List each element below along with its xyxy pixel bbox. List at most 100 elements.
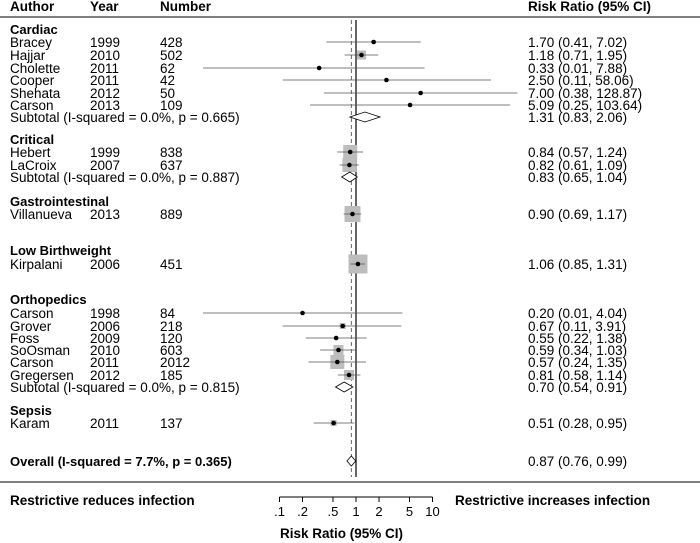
- study-year: 1998: [90, 306, 120, 321]
- study-risk-ratio: 0.57 (0.24, 1.35): [528, 355, 627, 370]
- subtotal-risk-ratio: 1.31 (0.83, 2.06): [528, 110, 627, 125]
- study-year: 2006: [90, 319, 120, 334]
- study-point: [347, 162, 352, 168]
- subtotal-risk-ratio: 0.83 (0.65, 1.04): [528, 170, 627, 185]
- subtotal-label: Subtotal (I-squared = 0.0%, p = 0.665): [10, 110, 240, 125]
- study-point: [346, 372, 352, 378]
- study-year: 2013: [90, 207, 120, 222]
- study-number: 137: [160, 416, 183, 431]
- study-author: Cooper: [10, 73, 55, 88]
- study-year: 1999: [90, 35, 120, 50]
- study-year: 2007: [90, 158, 120, 173]
- study-number: 603: [160, 343, 183, 358]
- study-point: [384, 77, 389, 83]
- group-heading: Orthopedics: [10, 292, 87, 307]
- study-author: Kirpalani: [10, 257, 63, 272]
- study-number: 109: [160, 98, 183, 113]
- study-risk-ratio: 0.81 (0.58, 1.14): [528, 368, 627, 383]
- x-tick-label: .5: [328, 504, 339, 519]
- study-point: [340, 323, 345, 329]
- study-point: [331, 420, 336, 426]
- study-risk-ratio: 2.50 (0.11, 58.06): [528, 73, 634, 88]
- study-point: [333, 335, 339, 341]
- study-risk-ratio: 0.67 (0.11, 3.91): [528, 319, 626, 334]
- study-year: 2012: [90, 86, 120, 101]
- study-number: 218: [160, 319, 183, 334]
- study-author: SoOsman: [10, 343, 70, 358]
- study-number: 838: [160, 145, 183, 160]
- x-tick-label: 2: [375, 504, 382, 519]
- x-tick-label: 10: [425, 504, 439, 519]
- study-number: 42: [160, 73, 175, 88]
- x-tick-label: .1: [274, 504, 285, 519]
- study-year: 2010: [90, 343, 120, 358]
- study-risk-ratio: 0.84 (0.57, 1.24): [528, 145, 627, 160]
- group-heading: Sepsis: [10, 403, 52, 418]
- study-number: 185: [160, 368, 183, 383]
- study-number: 451: [160, 257, 183, 272]
- subtotal-diamond: [348, 111, 382, 123]
- study-number: 502: [160, 48, 183, 63]
- study-number: 120: [160, 331, 183, 346]
- study-author: Grover: [10, 319, 52, 334]
- study-author: Foss: [10, 331, 40, 346]
- study-year: 1999: [90, 145, 120, 160]
- header-year: Year: [90, 0, 119, 14]
- study-risk-ratio: 0.20 (0.01, 4.04): [528, 306, 627, 321]
- study-number: 2012: [160, 355, 190, 370]
- study-risk-ratio: 1.18 (0.71, 1.95): [528, 48, 627, 63]
- overall-label: Overall (I-squared = 7.7%, p = 0.365): [10, 454, 232, 469]
- study-year: 2010: [90, 48, 120, 63]
- study-point: [359, 52, 364, 58]
- study-risk-ratio: 1.06 (0.85, 1.31): [528, 257, 627, 272]
- study-point: [418, 90, 423, 96]
- subtotal-diamond: [334, 381, 354, 393]
- header-number: Number: [160, 0, 212, 14]
- x-tick-label: 5: [406, 504, 413, 519]
- subtotal-diamond: [340, 171, 359, 183]
- study-year: 2012: [90, 368, 120, 383]
- study-point: [355, 261, 361, 267]
- study-author: Shehata: [10, 86, 61, 101]
- study-author: Cholette: [10, 61, 60, 76]
- study-author: Villanueva: [10, 207, 73, 222]
- study-author: Hebert: [10, 145, 51, 160]
- study-risk-ratio: 0.82 (0.61, 1.09): [528, 158, 627, 173]
- study-number: 50: [160, 86, 175, 101]
- study-year: 2013: [90, 98, 120, 113]
- overall-diamond: [346, 455, 357, 467]
- study-point: [336, 347, 341, 353]
- study-risk-ratio: 0.90 (0.69, 1.17): [528, 207, 627, 222]
- study-author: Karam: [10, 416, 50, 431]
- study-author: Bracey: [10, 35, 52, 50]
- header-author: Author: [10, 0, 55, 14]
- x-axis: .1 .2 .5 1 2 5 10: [274, 496, 440, 519]
- study-risk-ratio: 0.55 (0.22, 1.38): [528, 331, 627, 346]
- study-point: [335, 359, 340, 365]
- study-number: 428: [160, 35, 183, 50]
- group-heading: Critical: [10, 132, 54, 147]
- left-footer: Restrictive reduces infection: [10, 493, 195, 508]
- study-risk-ratio: 7.00 (0.38, 128.87): [528, 86, 642, 101]
- subtotal-risk-ratio: 0.70 (0.54, 0.91): [528, 380, 627, 395]
- study-year: 2011: [90, 416, 119, 431]
- study-point: [407, 102, 413, 108]
- study-number: 62: [160, 61, 175, 76]
- column-headers: Author Year Number Risk Ratio (95% CI): [10, 0, 651, 14]
- study-risk-ratio: 1.70 (0.41, 7.02): [528, 35, 627, 50]
- overall-risk-ratio: 0.87 (0.76, 0.99): [528, 454, 627, 469]
- study-risk-ratio: 0.51 (0.28, 0.95): [528, 416, 627, 431]
- study-author: Gregersen: [10, 368, 74, 383]
- group-heading: Cardiac: [10, 22, 58, 37]
- study-author: Carson: [10, 98, 54, 113]
- study-author: Carson: [10, 355, 54, 370]
- study-number: 637: [160, 158, 183, 173]
- study-number: 889: [160, 207, 183, 222]
- x-tick-label: 1: [352, 504, 359, 519]
- study-risk-ratio: 0.33 (0.01, 7.88): [528, 61, 627, 76]
- subtotal-label: Subtotal (I-squared = 0.0%, p = 0.887): [10, 170, 240, 185]
- study-author: Carson: [10, 306, 54, 321]
- study-year: 2011: [90, 61, 119, 76]
